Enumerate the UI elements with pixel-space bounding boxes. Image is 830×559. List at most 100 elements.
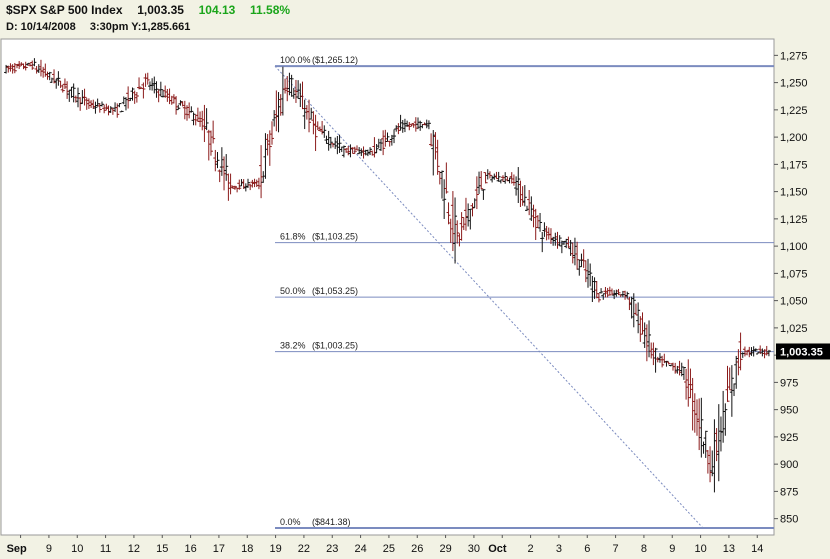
ohlc-bar	[677, 360, 682, 376]
x-tick-label: Sep	[7, 543, 27, 555]
ohlc-bar	[579, 253, 584, 268]
ohlc-bar	[392, 129, 397, 144]
ohlc-bar	[202, 104, 207, 143]
y-axis: 850 875 900 925 950 975 1,025 1,050 1,075 1,100 1,…	[774, 50, 808, 526]
ohlc-bar	[182, 100, 187, 120]
ohlc-bar	[45, 71, 50, 80]
ohlc-bar	[169, 95, 174, 105]
ohlc-bar	[542, 222, 547, 237]
ohlc-bar	[337, 134, 342, 153]
ohlc-bar	[219, 147, 224, 176]
ohlc-bar	[718, 416, 723, 452]
ohlc-bar	[178, 100, 183, 106]
ohlc-bar	[644, 324, 649, 362]
ohlc-bar	[58, 80, 63, 88]
ohlc-bar	[461, 217, 466, 231]
ohlc-bar	[180, 101, 185, 107]
ohlc-bar	[742, 346, 747, 357]
ohlc-bar	[78, 97, 83, 111]
price-bars	[4, 58, 771, 493]
ohlc-bar	[636, 302, 641, 334]
ohlc-bar	[344, 148, 349, 153]
ohlc-bar	[605, 287, 610, 298]
ohlc-bar	[278, 94, 283, 116]
ohlc-bar	[758, 345, 763, 355]
ohlc-bar	[596, 293, 601, 303]
ohlc-bar	[89, 100, 94, 109]
ohlc-bar	[198, 111, 203, 127]
ohlc-bar	[381, 130, 386, 156]
ohlc-bar	[108, 106, 113, 113]
ohlc-bar	[690, 377, 695, 431]
ohlc-bar	[363, 149, 368, 156]
y-tick-label: 1,175	[780, 159, 808, 171]
ohlc-bar	[139, 86, 144, 89]
ohlc-bar	[498, 179, 503, 184]
ohlc-bar	[492, 173, 497, 180]
info-row: D: 10/14/2008 3:30pm Y:1,285.661	[6, 21, 190, 33]
ohlc-bar	[501, 175, 506, 182]
ohlc-bar	[487, 171, 492, 179]
ohlc-bar	[686, 359, 691, 407]
ohlc-bar	[496, 171, 501, 182]
ohlc-bar	[402, 118, 407, 133]
fib-percent-label: 100.0%	[280, 55, 311, 65]
ohlc-bar	[41, 66, 46, 78]
ohlc-bar	[259, 145, 264, 199]
x-tick-label: 8	[641, 543, 647, 555]
ohlc-bar	[675, 365, 680, 374]
last-price: 1,003.35	[137, 3, 184, 17]
ohlc-bar	[703, 430, 708, 458]
ohlc-bar	[60, 84, 65, 93]
ohlc-bar	[751, 346, 756, 357]
y-label: Y:	[131, 21, 142, 33]
ohlc-bar	[289, 74, 294, 97]
ohlc-bar	[283, 78, 288, 94]
ohlc-bar	[509, 172, 514, 184]
ohlc-bar	[684, 368, 689, 400]
ohlc-bar	[524, 205, 529, 212]
ohlc-bar	[346, 145, 351, 156]
ohlc-bar	[104, 103, 109, 111]
x-tick-label: 10	[694, 543, 706, 555]
ticker-name: S&P 500 Index	[40, 3, 123, 17]
ohlc-bar	[307, 99, 312, 133]
ohlc-bar	[86, 98, 91, 109]
ohlc-bar	[655, 356, 660, 363]
ohlc-bar	[413, 117, 418, 132]
ohlc-bar	[56, 71, 61, 86]
ohlc-bar	[226, 173, 231, 201]
ohlc-bar	[407, 122, 412, 131]
ohlc-bar	[328, 136, 333, 149]
ohlc-bar	[424, 119, 429, 129]
ohlc-bar	[36, 64, 41, 74]
ohlc-bar	[609, 288, 614, 295]
x-tick-label: 15	[156, 543, 168, 555]
fib-price-label: ($841.38)	[312, 517, 351, 527]
ohlc-bar	[416, 117, 421, 130]
retracement-trendline	[274, 65, 704, 529]
ohlc-bar	[174, 96, 179, 115]
ohlc-bar	[152, 76, 157, 94]
ohlc-bar	[99, 101, 104, 107]
ohlc-bar	[348, 144, 353, 158]
date-label: D: 10/14/2008	[6, 21, 76, 33]
ohlc-bar	[479, 171, 484, 190]
y-tick-label: 1,225	[780, 105, 808, 117]
ohlc-bar	[766, 349, 771, 357]
ohlc-bar	[204, 108, 209, 131]
ohlc-bar	[740, 352, 745, 358]
x-tick-label: 11	[100, 543, 111, 555]
ohlc-bar	[431, 130, 436, 176]
ohlc-bar	[176, 104, 181, 111]
ohlc-bar	[638, 316, 643, 342]
ohlc-bar	[91, 99, 96, 109]
ohlc-bar	[296, 80, 301, 99]
ohlc-bar	[119, 110, 124, 113]
ohlc-bar	[383, 129, 388, 147]
ohlc-bar	[274, 90, 279, 132]
ohlc-bar	[69, 86, 74, 98]
ohlc-bar	[721, 390, 726, 443]
trendline-layer	[274, 65, 704, 529]
